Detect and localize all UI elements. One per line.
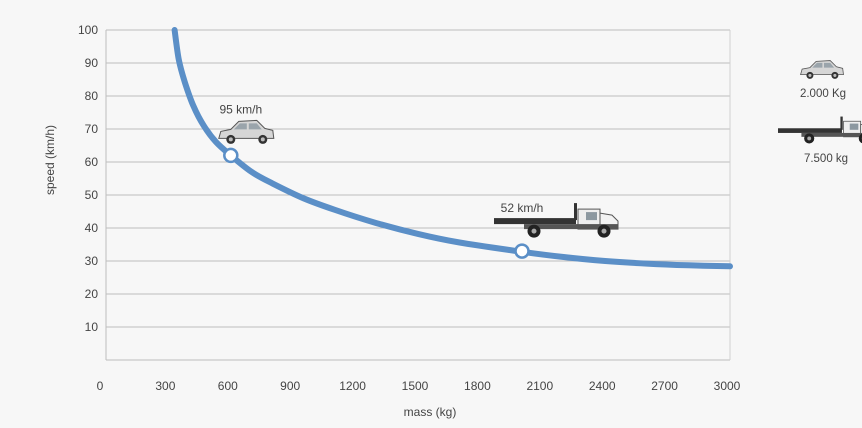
data-point-marker (514, 243, 530, 259)
x-tick-label: 900 (280, 379, 300, 393)
data-point-marker (223, 147, 239, 164)
y-tick-label: 80 (85, 89, 99, 103)
y-tick-label: 20 (85, 287, 99, 301)
marker-label: 95 km/h (219, 102, 262, 116)
x-tick-label: 300 (155, 379, 175, 393)
series-line (171, 27, 733, 270)
legend: 2.000 Kg 7.500 kg (777, 60, 862, 165)
x-tick-label: 2700 (651, 379, 678, 393)
x-tick-label: 1500 (402, 379, 429, 393)
car-icon (800, 60, 844, 80)
y-tick-label: 50 (85, 188, 99, 202)
x-tick-label: 600 (218, 379, 238, 393)
x-tick-label: 1800 (464, 379, 491, 393)
y-tick-label: 90 (85, 56, 99, 70)
y-tick-label: 40 (85, 221, 99, 235)
y-tick-label: 30 (85, 254, 99, 268)
series-layer (171, 27, 733, 270)
y-tick-label: 60 (85, 155, 99, 169)
marker-layer: 95 km/h 52 km/h (218, 102, 619, 259)
x-tick-label: 0 (97, 379, 104, 393)
x-tick-label: 2100 (526, 379, 553, 393)
legend-label-truck: 7.500 kg (804, 153, 848, 165)
grid-lines (106, 29, 730, 328)
x-tick-label: 1200 (339, 379, 366, 393)
x-tick-label: 3000 (714, 379, 741, 393)
truck-icon (777, 116, 862, 144)
legend-item-car: 2.000 Kg (800, 60, 846, 100)
legend-item-truck: 7.500 kg (777, 116, 862, 165)
axes: 10 20 30 40 50 60 70 80 90 100 0 300 600 900 1200 1500 1… (78, 23, 741, 393)
marker-label: 52 km/h (501, 201, 544, 215)
marker-group: 52 km/h (493, 201, 619, 259)
legend-label-car: 2.000 Kg (800, 88, 846, 100)
marker-group: 95 km/h (218, 102, 275, 164)
x-tick-label: 2400 (589, 379, 616, 393)
x-axis-label: mass (kg) (404, 405, 457, 419)
y-tick-label: 100 (78, 23, 98, 37)
y-tick-label: 70 (85, 122, 99, 136)
car-icon (218, 119, 275, 145)
y-tick-label: 10 (85, 320, 99, 334)
y-axis-label: speed (km/h) (43, 125, 57, 195)
